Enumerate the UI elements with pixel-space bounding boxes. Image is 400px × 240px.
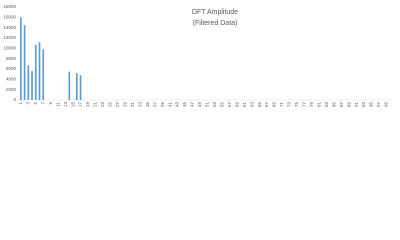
x-tick-label: 69 xyxy=(272,102,277,108)
x-tick-label: 77 xyxy=(302,102,307,108)
x-tick-label: 93 xyxy=(361,102,366,108)
x-tick-label: 1 xyxy=(18,102,23,105)
x-tick-label: 7 xyxy=(40,102,45,105)
x-tick-label: 57 xyxy=(227,102,232,108)
x-tick-label: 33 xyxy=(137,102,142,108)
x-tick-label: 13 xyxy=(63,102,68,108)
x-tick-label: 11 xyxy=(55,102,60,107)
x-tick-label: 31 xyxy=(130,102,135,108)
y-tick-label: 8000 xyxy=(6,56,17,61)
bar xyxy=(38,42,41,100)
x-tick-label: 81 xyxy=(316,102,321,108)
x-tick-label: 39 xyxy=(160,102,165,108)
x-tick-label: 91 xyxy=(354,102,359,108)
x-tick-label: 75 xyxy=(294,102,299,108)
x-tick-label: 37 xyxy=(152,102,157,108)
x-tick-label: 25 xyxy=(108,102,113,108)
x-tick-label: 17 xyxy=(78,102,83,108)
bar xyxy=(27,65,30,100)
x-tick-label: 41 xyxy=(167,102,172,108)
x-tick-label: 63 xyxy=(249,102,254,108)
x-tick-label: 97 xyxy=(376,102,381,108)
x-tick-label: 27 xyxy=(115,102,120,108)
y-tick-label: 0 xyxy=(13,97,16,102)
x-tick-label: 87 xyxy=(339,102,344,108)
x-tick-label: 61 xyxy=(242,102,247,108)
x-tick-label: 47 xyxy=(190,102,195,108)
y-tick-label: 10000 xyxy=(3,46,16,51)
bar xyxy=(34,44,37,100)
bar xyxy=(20,17,22,100)
x-tick-label: 67 xyxy=(264,102,269,108)
bar xyxy=(75,73,78,100)
x-tick-label: 43 xyxy=(175,102,180,108)
x-tick-label: 35 xyxy=(145,102,150,108)
y-tick-label: 16000 xyxy=(3,15,16,20)
chart-subtitle: (Filtered Data) xyxy=(193,20,238,27)
x-tick-label: 79 xyxy=(309,102,314,108)
x-tick-label: 95 xyxy=(369,102,374,108)
x-tick-label: 19 xyxy=(85,102,90,108)
y-tick-label: 14000 xyxy=(3,25,16,30)
x-tick-label: 51 xyxy=(205,102,210,108)
y-tick-label: 4000 xyxy=(6,77,17,82)
x-tick-label: 65 xyxy=(257,102,262,108)
x-tick-label: 55 xyxy=(219,102,224,108)
x-tick-label: 89 xyxy=(346,102,351,108)
y-tick-label: 6000 xyxy=(6,66,17,71)
y-tick-label: 2000 xyxy=(6,87,17,92)
x-tick-label: 71 xyxy=(279,102,284,108)
x-tick-label: 59 xyxy=(234,102,239,108)
chart-title: DFT Amplitude xyxy=(192,9,238,16)
bar xyxy=(31,71,33,100)
background xyxy=(0,0,400,113)
bar xyxy=(68,71,71,100)
x-tick-label: 73 xyxy=(287,102,292,108)
x-tick-label: 9 xyxy=(48,102,53,105)
bar xyxy=(79,75,82,100)
y-tick-label: 12000 xyxy=(3,35,16,40)
x-tick-label: 15 xyxy=(70,102,75,108)
x-tick-label: 53 xyxy=(212,102,217,108)
y-tick-label: 18000 xyxy=(3,4,16,9)
x-tick-label: 29 xyxy=(122,102,127,108)
bar xyxy=(42,49,45,100)
x-tick-label: 21 xyxy=(93,102,98,108)
x-tick-label: 5 xyxy=(33,102,38,105)
x-tick-label: 83 xyxy=(324,102,329,108)
x-tick-label: 3 xyxy=(26,102,31,105)
x-tick-label: 45 xyxy=(182,102,187,108)
bar xyxy=(23,25,26,100)
x-tick-label: 49 xyxy=(197,102,202,108)
x-tick-label: 23 xyxy=(100,102,105,108)
x-tick-label: 99 xyxy=(384,102,389,108)
chart: DFT Amplitude (Filtered Data) 0 2000 4000 6… xyxy=(0,0,400,113)
x-tick-label: 85 xyxy=(331,102,336,108)
